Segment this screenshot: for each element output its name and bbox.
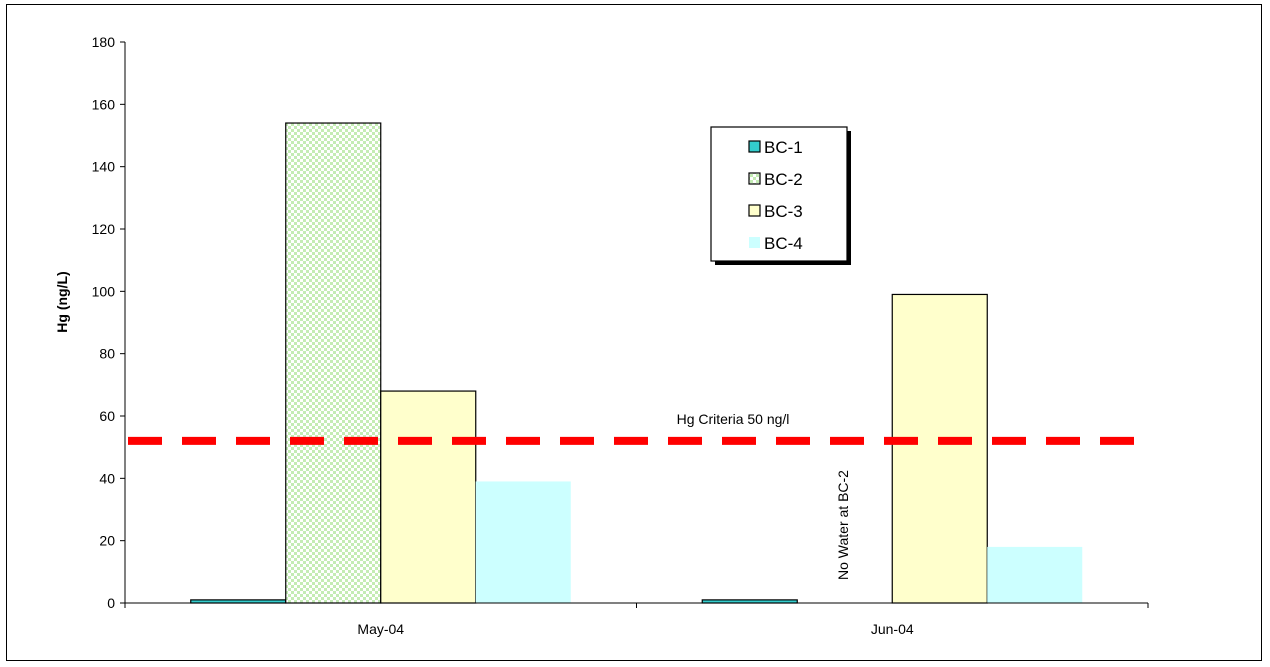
y-tick-label: 80 bbox=[99, 346, 115, 362]
y-tick-label: 100 bbox=[92, 283, 116, 299]
x-tick-label: May-04 bbox=[357, 621, 404, 637]
y-tick-label: 20 bbox=[99, 533, 115, 549]
legend-label-bc-2: BC-2 bbox=[764, 170, 803, 189]
bar-bc-4-may-04 bbox=[475, 481, 571, 603]
legend-label-bc-1: BC-1 bbox=[764, 138, 803, 157]
bar-bc-2-may-04 bbox=[285, 122, 382, 604]
legend: BC-1 BC-2 BC-3 BC-4 bbox=[710, 126, 851, 265]
reference-line-label: Hg Criteria 50 ng/l bbox=[677, 411, 790, 427]
y-tick-label: 180 bbox=[92, 34, 116, 50]
bar-bc-3-may-04 bbox=[380, 390, 477, 604]
no-water-annotation: No Water at BC-2 bbox=[835, 470, 851, 580]
legend-label-bc-4: BC-4 bbox=[764, 234, 803, 253]
legend-box bbox=[710, 126, 848, 262]
legend-swatch-bc-4 bbox=[749, 237, 760, 248]
y-axis-label: Hg (ng/L) bbox=[54, 271, 70, 332]
x-tick-label: Jun-04 bbox=[871, 621, 914, 637]
y-tick-label: 140 bbox=[92, 159, 116, 175]
y-tick-label: 120 bbox=[92, 221, 116, 237]
y-tick-label: 40 bbox=[99, 470, 115, 486]
legend-label-bc-3: BC-3 bbox=[764, 202, 803, 221]
bar-bc-4-jun-04 bbox=[987, 546, 1083, 603]
legend-swatch-bc-3 bbox=[748, 204, 761, 217]
bar-bc-3-jun-04 bbox=[891, 293, 988, 604]
legend-swatch-bc-1 bbox=[748, 140, 761, 153]
y-tick-label: 60 bbox=[99, 408, 115, 424]
legend-swatch-bc-2 bbox=[748, 172, 761, 185]
y-tick-label: 0 bbox=[107, 595, 115, 611]
y-tick-label: 160 bbox=[92, 96, 116, 112]
